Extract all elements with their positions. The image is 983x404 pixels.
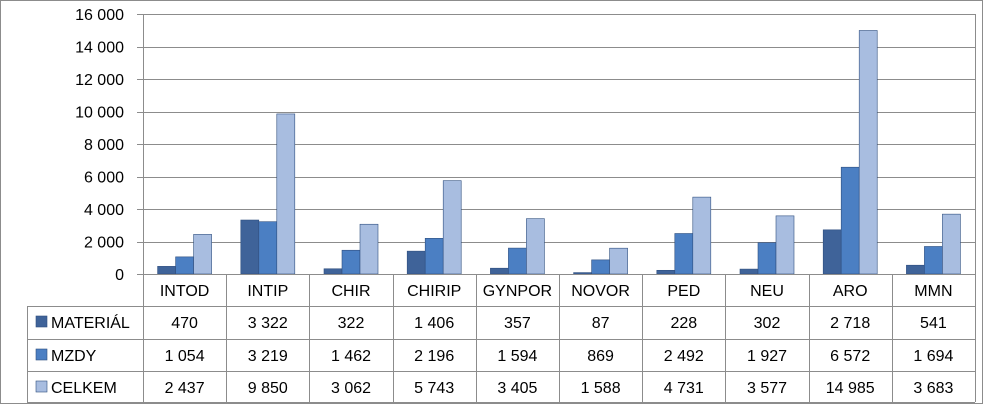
x-category-label: CHIR <box>331 283 370 300</box>
x-category-label: CHIRIP <box>407 283 461 300</box>
legend-label: MZDY <box>51 348 97 365</box>
data-label: 470 <box>171 315 198 332</box>
bar <box>924 246 943 275</box>
x-category-label: NOVOR <box>571 283 630 300</box>
data-label: 2 492 <box>664 348 704 365</box>
bar <box>258 221 278 275</box>
data-label: 2 718 <box>830 315 870 332</box>
y-tick-label: 10 000 <box>75 105 124 122</box>
data-label: 1 588 <box>581 380 621 397</box>
data-label: 14 985 <box>826 380 875 397</box>
data-label: 2 437 <box>165 380 205 397</box>
bar <box>359 223 379 275</box>
bar <box>406 250 426 275</box>
bar <box>775 215 795 275</box>
x-category-label: MMN <box>914 283 952 300</box>
data-label: 3 577 <box>747 380 787 397</box>
legend-swatch <box>35 380 48 393</box>
legend-swatch <box>35 315 48 328</box>
y-tick-label: 14 000 <box>75 40 124 57</box>
x-category-label: ARO <box>833 283 868 300</box>
x-category-label: GYNPOR <box>483 283 552 300</box>
bar <box>674 233 694 275</box>
data-label: 357 <box>504 315 531 332</box>
x-category-label: NEU <box>750 283 784 300</box>
data-label: 3 219 <box>248 348 288 365</box>
bar <box>840 166 860 275</box>
data-label: 3 062 <box>331 380 371 397</box>
bar <box>341 249 361 275</box>
y-tick-label: 12 000 <box>75 72 124 89</box>
bar <box>906 264 925 275</box>
bar <box>692 196 712 275</box>
legend-label: CELKEM <box>51 380 117 397</box>
y-tick-label: 6 000 <box>84 170 124 187</box>
bar <box>739 268 759 275</box>
x-category-label: INTOD <box>160 283 209 300</box>
bar <box>573 272 592 275</box>
data-label: 4 731 <box>664 380 704 397</box>
data-label: 9 850 <box>248 380 288 397</box>
y-tick-label: 8 000 <box>84 137 124 154</box>
data-label: 869 <box>587 348 614 365</box>
bar <box>240 219 260 275</box>
bar <box>175 256 194 275</box>
bar <box>424 238 444 275</box>
bar <box>757 242 777 275</box>
y-tick-label: 0 <box>115 267 124 284</box>
data-label: 3 405 <box>497 380 537 397</box>
bar <box>609 247 628 275</box>
bar <box>526 218 545 275</box>
y-tick-label: 2 000 <box>84 235 124 252</box>
data-label: 1 054 <box>165 348 205 365</box>
data-label: 6 572 <box>830 348 870 365</box>
data-label: 87 <box>592 315 610 332</box>
data-label: 228 <box>670 315 697 332</box>
bar <box>942 213 961 275</box>
data-label: 1 927 <box>747 348 787 365</box>
data-label: 1 694 <box>913 348 953 365</box>
bar <box>193 234 212 275</box>
y-tick-label: 16 000 <box>75 7 124 24</box>
bar <box>323 268 343 275</box>
bar <box>822 229 842 275</box>
legend-label: MATERIÁL <box>51 313 130 332</box>
data-label: 541 <box>920 315 947 332</box>
bar <box>490 267 509 275</box>
bar <box>276 113 296 275</box>
data-label: 3 322 <box>248 315 288 332</box>
bar <box>656 269 676 275</box>
data-label: 3 683 <box>913 380 953 397</box>
data-label: 2 196 <box>414 348 454 365</box>
data-label: 1 594 <box>497 348 537 365</box>
data-label: 302 <box>754 315 781 332</box>
y-tick-label: 4 000 <box>84 202 124 219</box>
x-category-label: INTIP <box>247 283 288 300</box>
bar <box>591 259 610 275</box>
bar <box>157 266 176 275</box>
bar <box>858 30 878 275</box>
data-label: 1 462 <box>331 348 371 365</box>
legend-swatch <box>35 348 48 361</box>
bar <box>508 247 527 275</box>
data-label: 5 743 <box>414 380 454 397</box>
bar <box>442 180 462 275</box>
data-label: 322 <box>338 315 365 332</box>
x-category-label: PED <box>667 283 700 300</box>
data-label: 1 406 <box>414 315 454 332</box>
